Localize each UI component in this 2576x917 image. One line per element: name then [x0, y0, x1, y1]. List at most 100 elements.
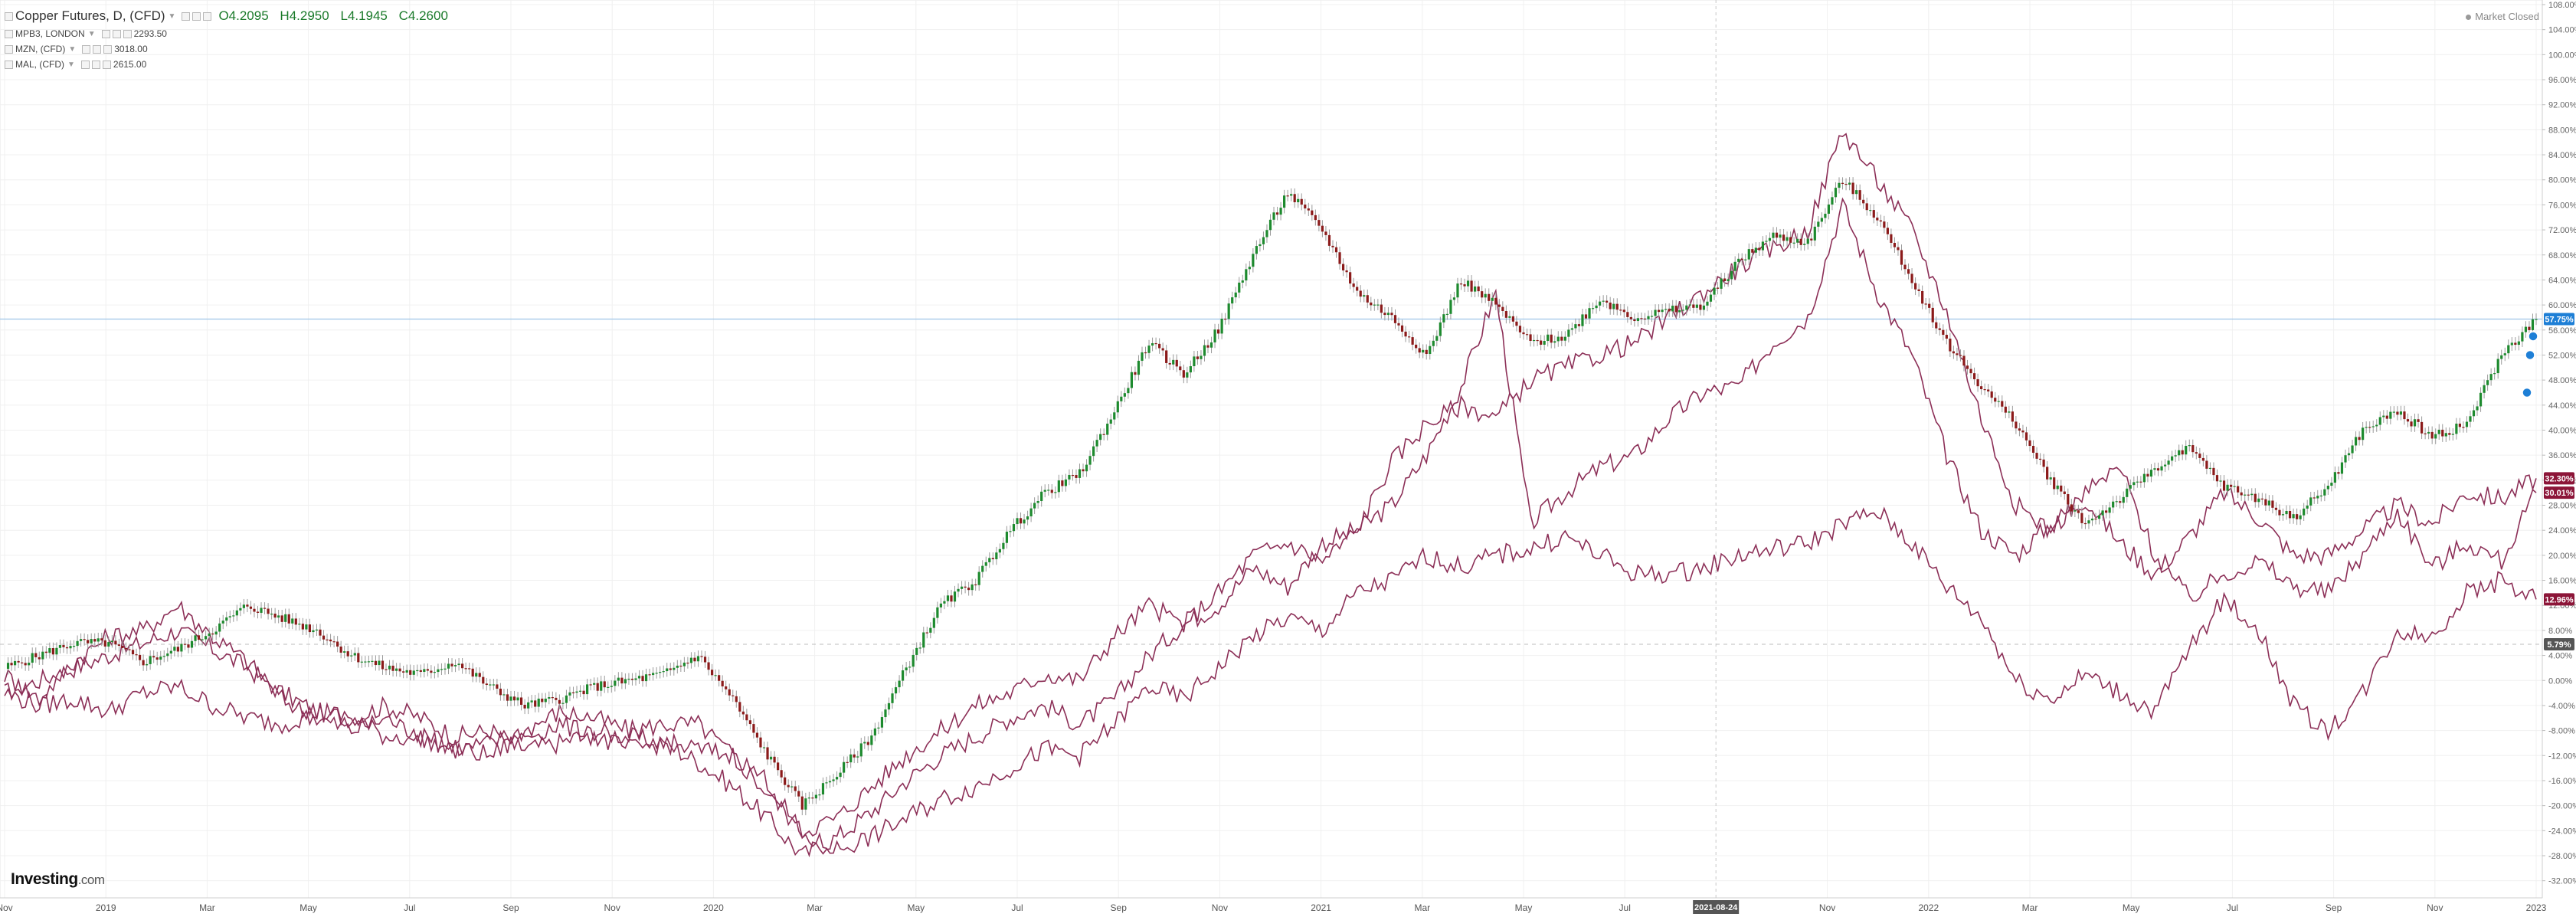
candle-body	[1831, 197, 1834, 205]
price-tag-label: 57.75%	[2545, 315, 2574, 324]
candle-body	[932, 617, 935, 628]
chevron-down-icon[interactable]: ▼	[87, 29, 96, 38]
candle-body	[353, 653, 356, 656]
candle-body	[2333, 472, 2337, 483]
y-axis[interactable]: 108.00% 104.00% 100.00% 96.00% 92.00% 88.00% 8…	[2542, 0, 2576, 898]
candle-body	[1474, 286, 1477, 292]
candle-body	[187, 644, 190, 648]
y-tick-label: -12.00%	[2548, 752, 2576, 761]
candle-body	[280, 615, 283, 622]
candle-body	[800, 796, 804, 810]
candle-body	[1599, 301, 1602, 306]
candle-body	[1699, 304, 1702, 310]
y-tick-label: 64.00%	[2548, 276, 2576, 285]
candle-body	[1179, 366, 1182, 371]
candle-body	[832, 779, 835, 781]
legend-main-row[interactable]: Copper Futures, D, (CFD) ▼ O4.2095 H4.29…	[5, 6, 456, 26]
y-tick-label: 60.00%	[2548, 301, 2576, 310]
candle-body	[1844, 184, 1848, 185]
candle-body	[2046, 467, 2049, 480]
candle-body	[2483, 385, 2486, 393]
x-tick-label: Mar	[807, 902, 823, 913]
candle-body	[1536, 339, 1539, 342]
settings-icon[interactable]	[192, 11, 201, 21]
candle-body	[2038, 458, 2042, 460]
candle-body	[1997, 401, 2000, 402]
settings-icon[interactable]	[93, 44, 102, 54]
candle-body	[2108, 507, 2111, 513]
candle-body	[689, 657, 693, 663]
candle-body	[1817, 221, 1820, 227]
candle-body	[1334, 247, 1338, 253]
eye-icon[interactable]	[101, 29, 110, 38]
chevron-down-icon[interactable]: ▼	[68, 44, 77, 54]
legend: Copper Futures, D, (CFD) ▼ O4.2095 H4.29…	[5, 6, 456, 72]
y-tick-label: 4.00%	[2548, 652, 2572, 661]
candle-body	[2531, 319, 2535, 330]
ohlc-values: O4.2095 H4.2950 L4.1945 C4.2600	[218, 8, 455, 24]
close-icon[interactable]	[203, 11, 212, 21]
candle-body	[502, 694, 506, 696]
collapse-icon[interactable]	[5, 44, 13, 54]
candle-body	[90, 639, 93, 644]
eye-icon[interactable]	[80, 60, 90, 69]
eye-icon[interactable]	[182, 11, 191, 21]
x-axis[interactable]: Nov 2019 Mar May Jul Sep Nov 2020 Mar May Jul Sep No…	[0, 897, 2547, 914]
candle-body	[1942, 329, 1945, 336]
candle-body	[1820, 218, 1823, 222]
candle-body	[1106, 424, 1109, 435]
settings-icon[interactable]	[91, 60, 100, 69]
x-tick-label: 2020	[703, 902, 724, 913]
eye-icon[interactable]	[82, 44, 91, 54]
candle-body	[2126, 488, 2129, 497]
candle-body	[1862, 199, 1865, 204]
settings-icon[interactable]	[112, 29, 121, 38]
candle-body	[76, 640, 79, 647]
candle-body	[197, 635, 201, 640]
candle-body	[1265, 230, 1268, 237]
candle-body	[586, 684, 589, 695]
candle-body	[440, 669, 444, 670]
chevron-down-icon[interactable]: ▼	[67, 60, 75, 69]
y-tick-label: 44.00%	[2548, 401, 2576, 411]
candle-body	[1307, 208, 1310, 211]
candle-body	[291, 618, 294, 624]
candle-body	[1359, 290, 1362, 297]
candle-body	[1952, 351, 1955, 354]
candle-body	[1275, 212, 1279, 215]
legend-compare-row[interactable]: MAL, (CFD) ▼ 2615.00	[5, 57, 456, 72]
collapse-icon[interactable]	[5, 29, 13, 38]
candle-body	[1216, 329, 1220, 334]
candle-body	[100, 638, 103, 640]
close-icon[interactable]	[102, 60, 111, 69]
y-tick-label: 20.00%	[2548, 552, 2576, 561]
candle-body	[1876, 218, 1879, 221]
candle-body	[2486, 380, 2489, 385]
y-tick-label: -28.00%	[2548, 852, 2576, 861]
candle-body	[2208, 467, 2212, 470]
candle-body	[2274, 507, 2278, 510]
candle-body	[1626, 312, 1629, 317]
candle-body	[1824, 214, 1827, 218]
candle-body	[1182, 370, 1185, 378]
legend-compare-row[interactable]: MPB3, LONDON ▼ 2293.50	[5, 26, 456, 41]
candle-body	[1622, 309, 1625, 313]
legend-compare-row[interactable]: MZN, (CFD) ▼ 3018.00	[5, 41, 456, 57]
candle-body	[589, 684, 592, 686]
collapse-icon[interactable]	[5, 60, 13, 69]
close-icon[interactable]	[123, 29, 132, 38]
candle-body	[1647, 316, 1650, 319]
candle-body	[1400, 325, 1404, 332]
candle-body	[1910, 273, 1913, 283]
candle-body	[1782, 234, 1786, 241]
collapse-icon[interactable]	[5, 11, 13, 21]
candle-body	[155, 657, 159, 660]
candle-body	[787, 784, 790, 788]
candle-body	[2063, 491, 2066, 495]
chevron-down-icon[interactable]: ▼	[168, 11, 176, 21]
candle-body	[575, 691, 578, 693]
close-icon[interactable]	[103, 44, 113, 54]
candle-body	[624, 679, 627, 684]
candle-body	[964, 586, 967, 588]
